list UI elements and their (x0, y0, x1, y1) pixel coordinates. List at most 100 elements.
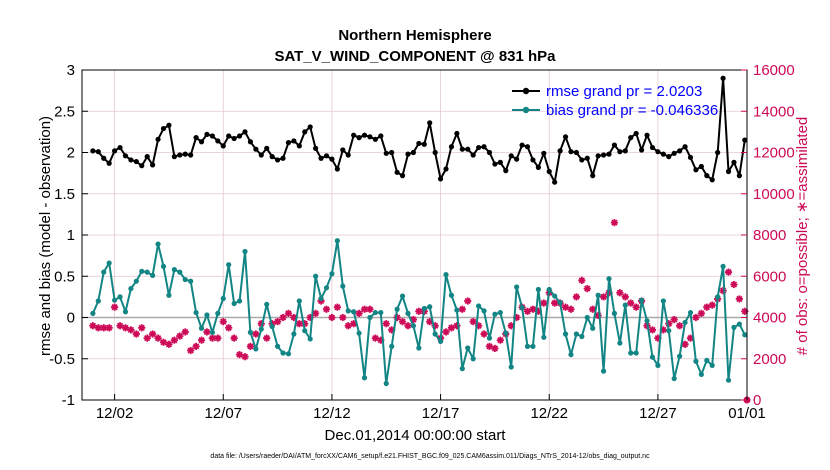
obs-point-stroke (165, 341, 173, 348)
obs-point-stroke (225, 324, 232, 331)
bias-point (590, 325, 596, 331)
bias-point (280, 350, 286, 356)
rmse-point (437, 176, 444, 182)
bias-point (144, 269, 150, 275)
bias-point (193, 309, 199, 316)
bias-point (427, 304, 433, 310)
obs-point (578, 276, 586, 284)
x-tick-label: 12/27 (639, 405, 677, 422)
obs-point-stroke (111, 304, 118, 311)
rmse-point (590, 173, 596, 179)
data-file-footnote: data file: /Users/raeder/DAI/ATM_forcXX/… (210, 453, 650, 460)
obs-point (458, 305, 466, 313)
bias-point (503, 330, 509, 336)
y-axis-right: 0 2000 4000 6000 8000 10000 12000 14000 16000 (741, 62, 795, 409)
obs-point-stroke (182, 328, 189, 336)
bias-point (715, 294, 721, 300)
x-tick-label: 12/07 (204, 405, 242, 422)
bias-point (660, 298, 666, 304)
bias-point (704, 357, 710, 363)
bias-point (655, 362, 661, 368)
bias-point (166, 292, 172, 298)
obs-point-stroke (154, 334, 162, 342)
x-tick-label: 12/22 (530, 405, 568, 422)
y-right-tick-label: 0 (753, 392, 761, 409)
obs-point (469, 318, 477, 326)
y-tick-label: 1 (67, 227, 75, 244)
bias-point (399, 293, 406, 299)
obs-point-stroke (627, 299, 634, 307)
rmse-point (709, 177, 715, 183)
bias-point (378, 309, 384, 316)
obs-point (491, 344, 499, 353)
obs-point-stroke (551, 299, 558, 307)
bias-point (666, 328, 672, 334)
bias-point (687, 309, 694, 316)
obs-point-stroke (106, 324, 113, 331)
rmse-point (535, 164, 541, 170)
bias-point (514, 284, 520, 290)
obs-point-stroke (89, 322, 97, 329)
obs-point-stroke (203, 328, 211, 336)
bias-point (644, 318, 650, 324)
obs-point-stroke (698, 310, 705, 317)
rmse-point (693, 167, 699, 173)
rmse-point (671, 150, 677, 156)
obs-point (159, 338, 168, 346)
rmse-point (144, 154, 150, 160)
rmse-point (313, 145, 319, 151)
rmse-point (704, 173, 710, 179)
bias-point (677, 353, 683, 359)
rmse-point (481, 144, 487, 150)
x-tick-label: 12/17 (422, 405, 460, 422)
obs-point (583, 285, 591, 293)
obs-point (263, 334, 271, 342)
bias-point (416, 345, 422, 351)
bias-point (693, 358, 699, 364)
bias-point (215, 310, 221, 316)
rmse-point (579, 157, 585, 163)
bias-point (562, 331, 569, 337)
obs-point-stroke (540, 299, 547, 307)
bias-point (628, 350, 634, 356)
bias-point (198, 325, 205, 331)
bias-point (296, 298, 302, 304)
bias-point (274, 343, 281, 349)
rmse-point (454, 130, 460, 137)
bias-point (671, 375, 677, 382)
bias-point (389, 343, 395, 349)
bias-point (182, 276, 188, 283)
rmse-point (655, 149, 661, 155)
rmse-point (644, 132, 650, 138)
rmse-point (383, 150, 389, 156)
bias-point (247, 329, 254, 335)
bias-point (361, 375, 368, 381)
obs-point-stroke (345, 322, 352, 329)
obs-point (339, 313, 347, 322)
obs-point-stroke (529, 306, 537, 313)
obs-point-stroke (263, 334, 270, 342)
rmse-point (236, 133, 243, 139)
legend-bias-marker (522, 106, 530, 114)
bias-point (302, 328, 308, 334)
y-right-tick-label: 2000 (753, 351, 786, 368)
obs-point (197, 336, 206, 344)
obs-point (610, 219, 619, 227)
bias-point (476, 303, 482, 309)
bias-point (595, 292, 601, 298)
obs-point-stroke (372, 334, 379, 342)
bias-point (394, 306, 400, 312)
obs-point (670, 315, 678, 324)
bias-point (150, 272, 156, 279)
rmse-point (378, 133, 384, 139)
obs-point-stroke (600, 293, 607, 301)
obs-point-stroke (491, 345, 499, 352)
bias-point (709, 362, 715, 368)
rmse-point (638, 147, 645, 153)
y-tick-label: 2.5 (54, 103, 75, 120)
rmse-point (111, 148, 118, 154)
y-right-tick-label: 16000 (753, 62, 795, 79)
obs-point-stroke (524, 308, 531, 315)
obs-point-stroke (323, 306, 330, 313)
